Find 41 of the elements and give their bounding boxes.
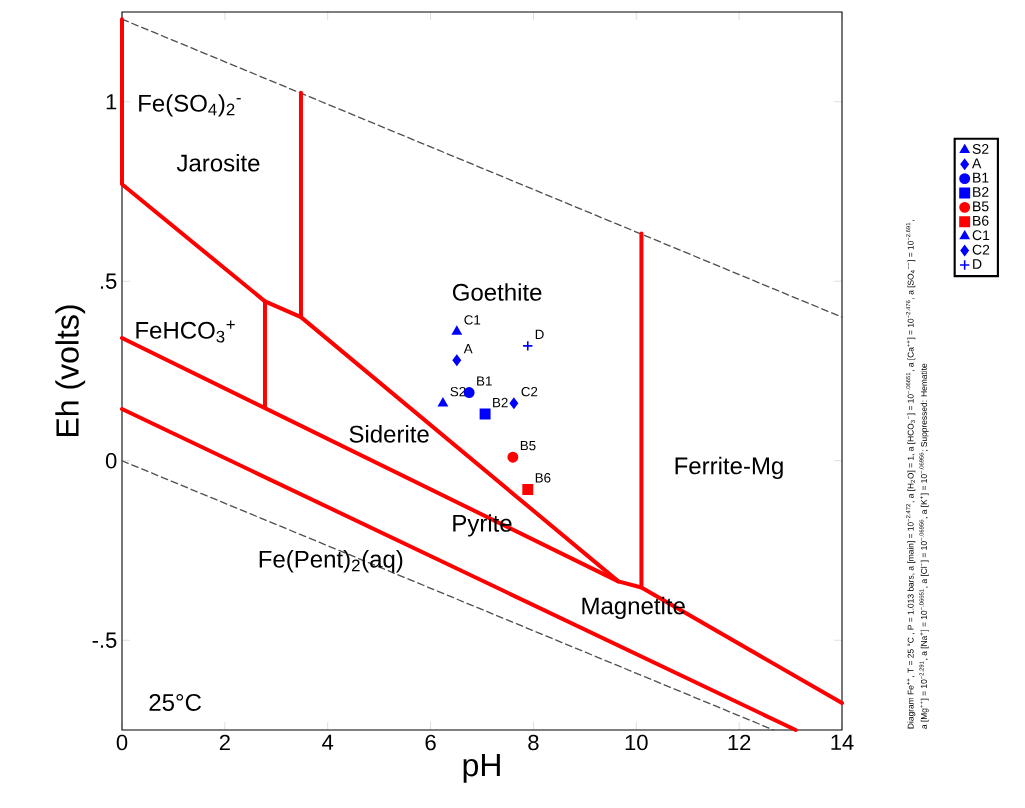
x-tick-label: 4 (322, 734, 334, 750)
x-tick-label: 14 (831, 734, 854, 750)
text: Diagram Fe$^{++}$, T = 25 °C , P = 1.013 bars, a [main] = 10$^{−2.472}$, a [H$_{2}$O] = 1, a [HCO$_{3}$$^{−}$] = 10$^{−.06651}$, a [Ca$^{++}$] = 10$^{−2.476}$, a [SO$_{4}$$^{−−}$] = 10$^{−2.691}$, (906, 220, 916, 729)
text: B2 (493, 397, 508, 408)
annotation: Fe(SO$_{4}$)$_{2}$- (139, 94, 241, 117)
text: B6 (535, 473, 551, 483)
x-tick-label: 2 (219, 734, 230, 751)
legend-label: C2 (972, 244, 990, 255)
x-tick-label: 8 (528, 734, 539, 751)
legend-label: S2 (972, 144, 989, 154)
legend-label: B1 (973, 172, 989, 183)
text: B1 (477, 376, 492, 386)
y-tick-label: 0 (105, 452, 117, 469)
legend-label: B2 (973, 187, 989, 197)
annotation: Ferrite-Mg (675, 456, 783, 480)
text: C1 (464, 315, 481, 325)
y-tick-label: -.5 (92, 632, 117, 648)
legend-label: B5 (973, 201, 989, 212)
annotation: 25°C (149, 693, 202, 711)
annotation: FeHCO$_{3}$+ (136, 320, 235, 343)
annotation: Jarosite (176, 153, 260, 172)
text: B5 (520, 440, 536, 451)
legend-label: A (972, 158, 982, 169)
annotation: Goethite (452, 283, 542, 301)
x-axis-title: pH (463, 754, 500, 783)
annotation: Siderite (349, 425, 429, 443)
legend-label: B6 (973, 215, 989, 226)
x-tick-label: 12 (728, 734, 751, 751)
text: C2 (521, 386, 538, 397)
x-tick-label: 0 (116, 734, 128, 751)
text: A (463, 344, 473, 354)
text: D (535, 329, 544, 339)
y-axis-title: Eh (volts) (55, 305, 86, 436)
legend-label: C1 (972, 230, 990, 241)
x-tick-label: 10 (625, 734, 648, 751)
legend-label: D (973, 259, 982, 269)
y-tick-label: 1 (106, 94, 117, 110)
text: a [Mg$^{++}$] = 10$^{−2.291}$, a [Na$^{+}$] = 10$^{−.06651}$, a [Cl$^{−}$] = 10$^{−.06956}$, a [K$^{+}$] = 10$^{−.06956}$; Suppressed: Hematite (919, 363, 929, 729)
x-tick-label: 6 (425, 734, 436, 751)
annotation: Fe(Pent)$_{2}$(aq) (259, 550, 403, 573)
y-tick-label: .5 (100, 273, 117, 289)
